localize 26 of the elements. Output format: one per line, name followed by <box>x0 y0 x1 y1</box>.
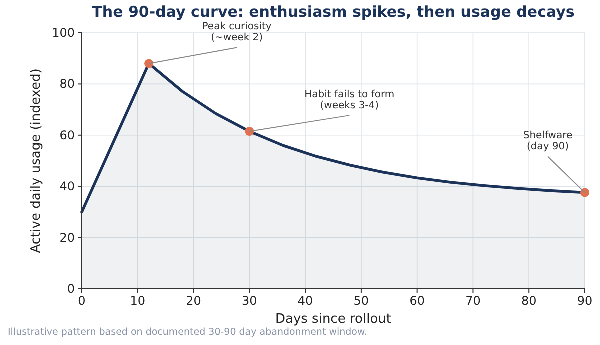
point <box>144 59 154 68</box>
y-tick-label: 40 <box>60 180 75 194</box>
x-tick-label: 40 <box>298 294 314 308</box>
x-tick-label: 0 <box>78 294 86 308</box>
annotation: Habit fails to form (weeks 3-4) <box>304 90 395 112</box>
annotation: Peak curiosity (~week 2) <box>202 22 272 44</box>
y-tick-label: 100 <box>52 26 75 40</box>
text: Illustrative pattern based on documented 30-90 day abandonment window. <box>8 327 368 338</box>
y-tick-label: 20 <box>60 230 75 245</box>
x-tick-label: 90 <box>577 294 593 308</box>
x-tick-label: 10 <box>130 294 146 308</box>
annotation: Shelfware (day 90) <box>523 130 573 153</box>
x-axis-title: Days since rollout <box>275 312 392 327</box>
x-tick-label: 20 <box>186 294 202 308</box>
x-tick-label: 30 <box>242 294 258 308</box>
x-tick-label: 70 <box>466 294 481 308</box>
point <box>245 127 254 136</box>
y-tick-label: 0 <box>67 282 75 296</box>
y-tick-label: 60 <box>60 128 75 142</box>
y-axis-title: Active daily usage (indexed) <box>29 68 44 254</box>
chart-title: The 90-day curve: enthusiasm spikes, then usage decays <box>92 3 575 21</box>
x-tick-label: 50 <box>354 294 370 308</box>
point <box>580 188 590 198</box>
x-tick-label: 80 <box>521 294 537 308</box>
x-tick-label: 60 <box>410 294 425 308</box>
y-tick-label: 80 <box>60 77 75 92</box>
